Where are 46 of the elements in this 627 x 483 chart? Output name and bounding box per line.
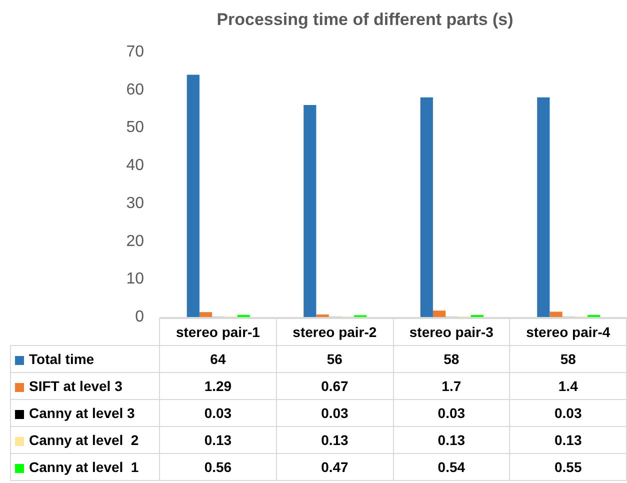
data-label: 0.56 xyxy=(160,454,276,480)
x-tick-label: stereo pair-4 xyxy=(510,318,626,346)
data-label: 58 xyxy=(393,346,510,372)
chart-title: Processing time of different parts (s) xyxy=(216,10,514,29)
legend-label: Canny at level 3 xyxy=(10,400,160,426)
bar xyxy=(550,312,562,317)
data-label: 1.29 xyxy=(160,372,276,400)
data-label: 0.47 xyxy=(276,454,394,480)
data-label: 0.03 xyxy=(160,400,276,426)
data-label: 0.03 xyxy=(276,400,394,426)
bar xyxy=(199,312,212,317)
data-label: 56 xyxy=(276,346,394,372)
x-tick-label: stereo pair-1 xyxy=(160,318,276,346)
data-label: 64 xyxy=(160,346,276,372)
data-label: 0.13 xyxy=(393,426,510,454)
bar xyxy=(186,74,200,317)
bar xyxy=(316,314,329,317)
x-tick-label: stereo pair-2 xyxy=(276,318,394,346)
bar xyxy=(432,310,446,317)
bar xyxy=(420,97,433,317)
legend-label: Canny at level 2 xyxy=(10,426,160,454)
data-label: 0.54 xyxy=(393,454,510,480)
y-tick-label: 40 xyxy=(126,157,144,174)
data-label: 0.03 xyxy=(510,400,626,426)
legend-label: Total time xyxy=(10,346,160,372)
data-label: 0.13 xyxy=(276,426,394,454)
x-tick-label: stereo pair-3 xyxy=(393,318,510,346)
y-tick-label: 70 xyxy=(126,44,144,60)
y-tick-label: 20 xyxy=(126,232,144,250)
y-tick-label: 0 xyxy=(135,308,144,326)
data-label: 58 xyxy=(510,346,626,372)
y-tick-label: 10 xyxy=(126,270,144,288)
bar xyxy=(304,105,316,317)
data-label: 0.13 xyxy=(160,426,276,454)
y-tick-label: 60 xyxy=(126,81,144,98)
data-label: 0.13 xyxy=(510,426,626,454)
data-label: 1.7 xyxy=(393,372,510,400)
bar xyxy=(537,97,550,317)
y-tick-label: 50 xyxy=(126,119,144,136)
data-label: 0.55 xyxy=(510,454,626,480)
legend-label: Canny at level 1 xyxy=(10,454,160,480)
data-label: 0.67 xyxy=(276,372,394,400)
legend-label: SIFT at level 3 xyxy=(10,372,160,400)
y-tick-label: 30 xyxy=(126,194,144,212)
data-label: 0.03 xyxy=(393,400,510,426)
data-label: 1.4 xyxy=(510,372,626,400)
